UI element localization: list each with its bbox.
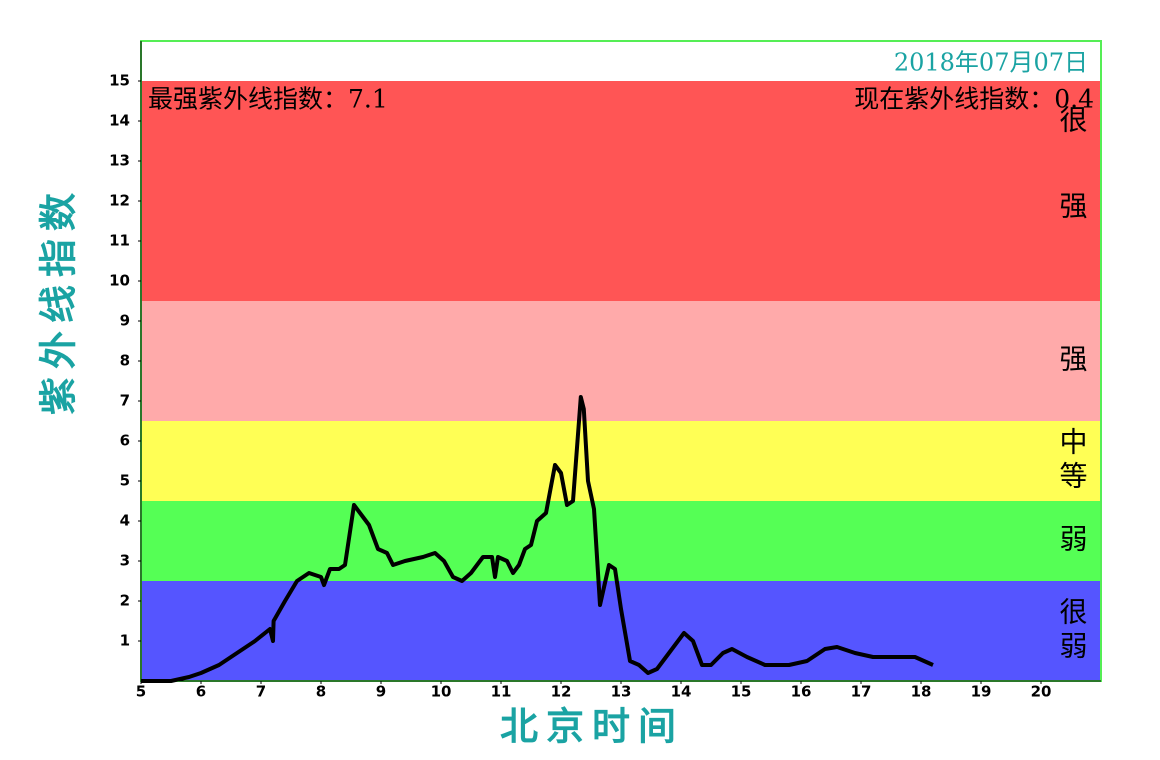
y-tick-label: 12 — [109, 192, 130, 210]
x-tick-label: 14 — [671, 683, 692, 701]
x-tick-label: 17 — [851, 683, 872, 701]
band-label: 弱 — [1056, 524, 1089, 558]
y-tick-label: 3 — [120, 552, 130, 570]
date: 2018年07月07日 — [894, 49, 1088, 77]
band-label: 很强 — [1056, 105, 1089, 277]
y-tick-label: 5 — [120, 472, 130, 490]
y-tick-label: 8 — [120, 352, 130, 370]
x-tick-label: 11 — [491, 683, 512, 701]
uv-band — [141, 81, 1101, 301]
y-tick-label: 10 — [109, 272, 130, 290]
x-tick-label: 10 — [431, 683, 452, 701]
y-tick-label: 9 — [120, 312, 130, 330]
y-tick-label: 7 — [120, 392, 130, 410]
uv-line — [141, 395, 934, 683]
y-tick-label: 14 — [109, 112, 130, 130]
y-axis-title: 紫外线指数 — [36, 185, 81, 415]
band-label: 很弱 — [1056, 597, 1089, 665]
x-tick-label: 9 — [376, 683, 386, 701]
y-tick-label: 4 — [120, 512, 130, 530]
x-tick-label: 12 — [551, 683, 572, 701]
uv-band — [141, 301, 1101, 421]
band-label: 强 — [1056, 344, 1089, 378]
y-tick-label: 11 — [109, 232, 130, 250]
x-tick-label: 15 — [731, 683, 752, 701]
y-tick-label: 1 — [120, 632, 130, 650]
uv-band — [141, 501, 1101, 581]
x-tick-label: 18 — [911, 683, 932, 701]
uv-band — [141, 421, 1101, 501]
x-tick-label: 5 — [136, 683, 146, 701]
x-tick-label: 19 — [971, 683, 992, 701]
y-tick-label: 15 — [109, 72, 130, 90]
x-tick-label: 13 — [611, 683, 632, 701]
x-tick-label: 20 — [1031, 683, 1052, 701]
y-tick-label: 6 — [120, 432, 130, 450]
x-tick-label: 7 — [256, 683, 266, 701]
max-index: 最强紫外线指数：7.1 — [148, 85, 388, 114]
x-tick-label: 16 — [791, 683, 812, 701]
x-tick-label: 8 — [316, 683, 326, 701]
band-label: 中等 — [1056, 427, 1089, 495]
x-axis-title: 北京时间 — [500, 704, 684, 749]
y-tick-label: 2 — [120, 592, 130, 610]
current-index: 现在紫外线指数：0.4 — [854, 85, 1094, 114]
y-tick-label: 13 — [109, 152, 130, 170]
x-tick-label: 6 — [196, 683, 206, 701]
